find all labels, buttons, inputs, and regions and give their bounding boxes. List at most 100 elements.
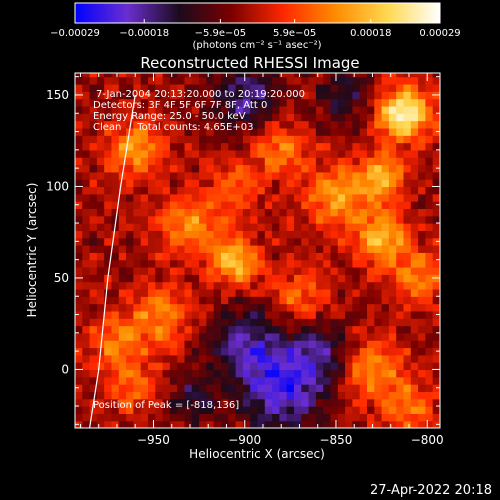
heatmap-cell: [323, 83, 332, 92]
heatmap-cell: [374, 76, 383, 85]
heatmap-cell: [410, 223, 419, 231]
heatmap-cell: [330, 413, 339, 422]
heatmap-cell: [126, 266, 134, 275]
heatmap-cell: [242, 120, 251, 129]
heatmap-cell: [169, 303, 178, 312]
heatmap-cell: [89, 73, 98, 78]
heatmap-cell: [242, 201, 251, 210]
heatmap-cell: [89, 369, 98, 378]
heatmap-cell: [242, 149, 251, 158]
heatmap-cell: [425, 245, 434, 253]
heatmap-cell: [133, 149, 142, 158]
heatmap-cell: [250, 245, 259, 253]
heatmap-cell: [191, 164, 200, 173]
heatmap-cell: [337, 420, 346, 428]
heatmap-cell: [184, 384, 193, 393]
heatmap-cell: [104, 288, 113, 297]
heatmap-cell: [221, 171, 229, 180]
heatmap-cell: [235, 384, 244, 393]
heatmap-cell: [323, 245, 332, 253]
heatmap-cell: [169, 413, 178, 422]
heatmap-cell: [206, 340, 215, 349]
heatmap-cell: [140, 230, 149, 239]
heatmap-cell: [118, 223, 127, 231]
heatmap-cell: [118, 266, 127, 275]
heatmap-cell: [352, 406, 361, 414]
heatmap-cell: [213, 347, 222, 356]
heatmap-cell: [242, 420, 251, 428]
heatmap-cell: [221, 332, 229, 341]
heatmap-cell: [221, 376, 229, 385]
heatmap-cell: [388, 413, 397, 422]
heatmap-cell: [250, 149, 259, 158]
heatmap-cell: [213, 135, 222, 144]
heatmap-cell: [418, 171, 426, 180]
heatmap-cell: [140, 193, 149, 202]
heatmap-cell: [272, 303, 280, 312]
heatmap-cell: [279, 223, 288, 231]
heatmap-cell: [199, 179, 207, 188]
heatmap-cell: [337, 193, 346, 202]
heatmap-cell: [126, 98, 134, 107]
heatmap-cell: [162, 340, 171, 349]
heatmap-cell: [374, 193, 383, 202]
heatmap-cell: [374, 245, 383, 253]
heatmap-cell: [133, 376, 142, 385]
heatmap-cell: [199, 98, 207, 107]
heatmap-cell: [250, 340, 259, 349]
heatmap-cell: [294, 83, 302, 92]
heatmap-cell: [184, 362, 193, 371]
heatmap-cell: [352, 303, 361, 312]
heatmap-cell: [206, 376, 215, 385]
heatmap-cell: [337, 413, 346, 422]
heatmap-cell: [221, 420, 229, 428]
heatmap-cell: [381, 288, 390, 297]
heatmap-cell: [228, 413, 237, 422]
heatmap-cell: [381, 113, 390, 122]
heatmap-cell: [126, 303, 134, 312]
heatmap-cell: [96, 274, 105, 283]
heatmap-cell: [374, 420, 383, 428]
heatmap-cell: [323, 113, 332, 122]
heatmap-cell: [352, 384, 361, 393]
heatmap-cell: [155, 105, 164, 114]
heatmap-cell: [345, 113, 353, 122]
heatmap-cell: [330, 376, 339, 385]
heatmap-cell: [272, 340, 280, 349]
heatmap-cell: [82, 179, 91, 188]
heatmap-cell: [403, 76, 412, 85]
heatmap-cell: [213, 274, 222, 283]
heatmap-cell: [155, 347, 164, 356]
heatmap-cell: [104, 266, 113, 275]
heatmap-cell: [410, 369, 419, 378]
heatmap-cell: [330, 362, 339, 371]
heatmap-cell: [126, 73, 134, 78]
heatmap-cell: [250, 406, 259, 414]
heatmap-cell: [133, 274, 142, 283]
heatmap-cell: [396, 420, 405, 428]
heatmap-cell: [410, 120, 419, 129]
heatmap-cell: [104, 164, 113, 173]
heatmap-cell: [199, 252, 207, 261]
heatmap-cell: [396, 413, 405, 422]
heatmap-cell: [337, 406, 346, 414]
heatmap-cell: [352, 347, 361, 356]
heatmap-cell: [272, 83, 280, 92]
heatmap-cell: [148, 193, 156, 202]
heatmap-cell: [418, 237, 426, 246]
heatmap-cell: [425, 332, 434, 341]
heatmap-cell: [323, 157, 332, 166]
heatmap-cell: [286, 127, 295, 136]
heatmap-cell: [206, 354, 215, 363]
heatmap-cell: [279, 76, 288, 85]
heatmap-cell: [308, 91, 317, 100]
heatmap-cell: [228, 230, 237, 239]
heatmap-cell: [75, 318, 83, 327]
heatmap-cell: [199, 230, 207, 239]
heatmap-cell: [206, 83, 215, 92]
heatmap-cell: [148, 179, 156, 188]
heatmap-cell: [315, 208, 324, 217]
heatmap-cell: [359, 186, 368, 195]
heatmap-cell: [206, 332, 215, 341]
heatmap-cell: [82, 369, 91, 378]
